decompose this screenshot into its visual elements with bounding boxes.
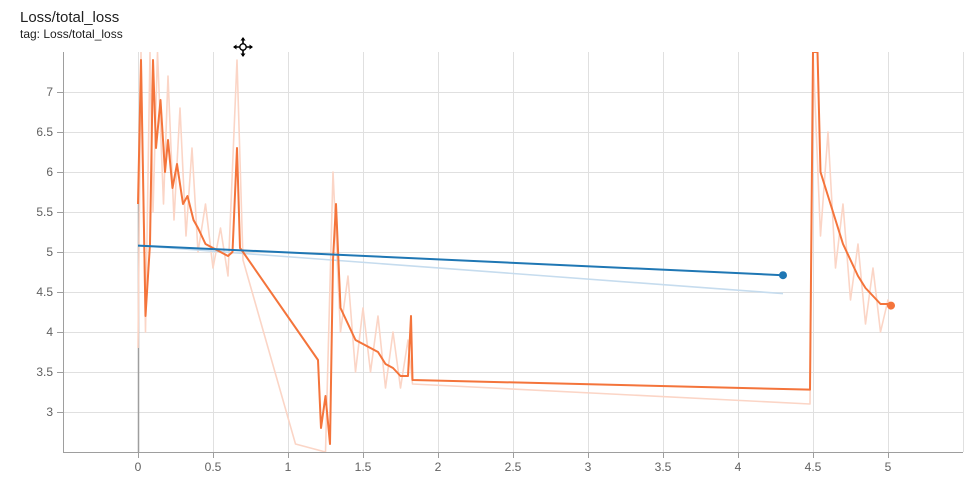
y-tick-label: 3 — [46, 405, 53, 419]
series-blue-smoothed-line[interactable] — [137, 244, 784, 277]
y-tick-label: 5 — [46, 245, 53, 259]
x-tick-label: 1 — [285, 460, 292, 474]
series-orange-raw-line[interactable] — [137, 52, 892, 452]
x-tick-label: 3 — [585, 460, 592, 474]
x-tick-label: 1.5 — [355, 460, 372, 474]
x-tick-label: 2.5 — [505, 460, 522, 474]
x-tick-label: 4 — [735, 460, 742, 474]
axes — [57, 52, 963, 458]
x-tick-label: 5 — [885, 460, 892, 474]
y-tick-label: 6.5 — [36, 125, 53, 139]
y-tick-label: 3.5 — [36, 365, 53, 379]
x-tick-label: 0.5 — [205, 460, 222, 474]
series-orange-end-marker[interactable] — [887, 301, 895, 310]
x-tick-label: 4.5 — [805, 460, 822, 474]
series-blue-end-marker[interactable] — [779, 271, 787, 280]
x-tick-label: 2 — [435, 460, 442, 474]
y-tick-label: 4.5 — [36, 285, 53, 299]
y-tick-label: 7 — [46, 85, 53, 99]
x-tick-label: 3.5 — [655, 460, 672, 474]
y-tick-label: 5.5 — [36, 205, 53, 219]
series-blue-raw-line[interactable] — [137, 244, 784, 295]
move-cursor-icon — [233, 37, 253, 57]
tick-labels: 0 0.5 1 1.5 2 2.5 3 3.5 4 4.5 5 3 3.5 4 4.5 5 5.5 6 6.5 7 — [36, 85, 891, 474]
series-orange-smoothed-line[interactable] — [137, 52, 892, 445]
x-tick-label: 0 — [135, 460, 142, 474]
y-tick-label: 6 — [46, 165, 53, 179]
series-layer[interactable] — [137, 52, 895, 452]
y-tick-label: 4 — [46, 325, 53, 339]
chart-tag: tag: Loss/total_loss — [20, 27, 123, 41]
chart-title: Loss/total_loss — [20, 9, 120, 26]
